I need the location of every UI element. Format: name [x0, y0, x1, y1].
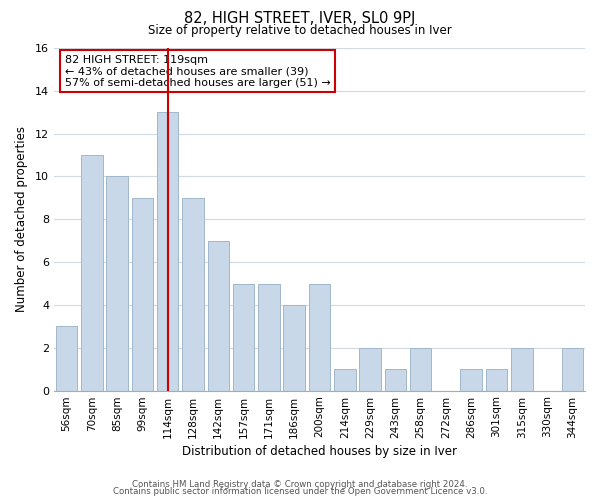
Bar: [283, 305, 305, 390]
Y-axis label: Number of detached properties: Number of detached properties: [15, 126, 28, 312]
Bar: [208, 240, 229, 390]
Bar: [334, 369, 356, 390]
Bar: [81, 155, 103, 390]
Text: 82, HIGH STREET, IVER, SL0 9PJ: 82, HIGH STREET, IVER, SL0 9PJ: [184, 12, 416, 26]
Text: Contains public sector information licensed under the Open Government Licence v3: Contains public sector information licen…: [113, 487, 487, 496]
Bar: [359, 348, 381, 391]
Bar: [410, 348, 431, 391]
Bar: [157, 112, 178, 390]
Bar: [258, 284, 280, 391]
Text: 82 HIGH STREET: 119sqm
← 43% of detached houses are smaller (39)
57% of semi-det: 82 HIGH STREET: 119sqm ← 43% of detached…: [65, 55, 331, 88]
Text: Size of property relative to detached houses in Iver: Size of property relative to detached ho…: [148, 24, 452, 37]
Bar: [460, 369, 482, 390]
Bar: [486, 369, 507, 390]
Bar: [309, 284, 330, 391]
Bar: [233, 284, 254, 391]
Bar: [182, 198, 204, 390]
Text: Contains HM Land Registry data © Crown copyright and database right 2024.: Contains HM Land Registry data © Crown c…: [132, 480, 468, 489]
Bar: [385, 369, 406, 390]
X-axis label: Distribution of detached houses by size in Iver: Distribution of detached houses by size …: [182, 444, 457, 458]
Bar: [131, 198, 153, 390]
Bar: [106, 176, 128, 390]
Bar: [511, 348, 533, 391]
Bar: [56, 326, 77, 390]
Bar: [562, 348, 583, 391]
